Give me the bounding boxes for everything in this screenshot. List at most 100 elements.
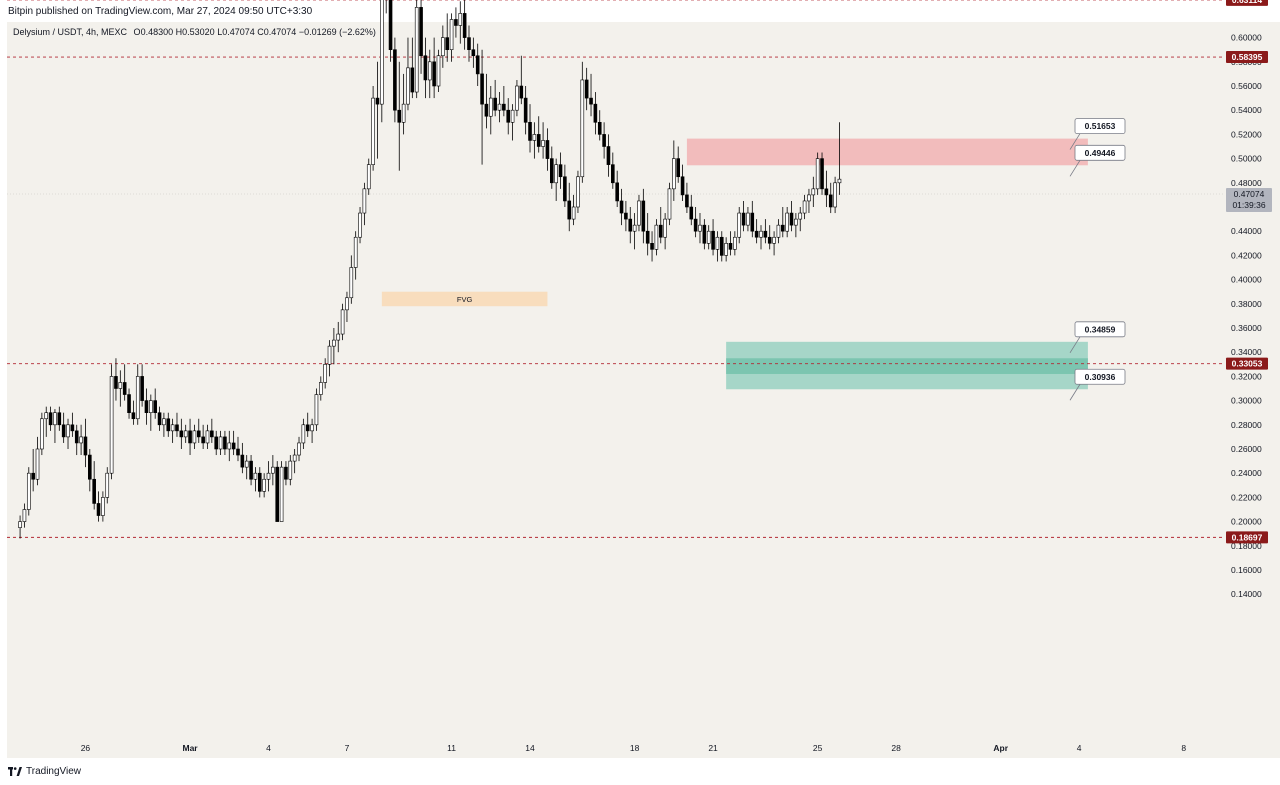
candle-body[interactable] — [336, 333, 341, 341]
candle-body[interactable] — [728, 243, 733, 250]
candle-body[interactable] — [140, 376, 144, 401]
candle-body[interactable] — [493, 97, 497, 111]
candle-body[interactable] — [746, 212, 750, 226]
candle-body[interactable] — [798, 212, 803, 220]
candle-body[interactable] — [35, 448, 40, 480]
candle-body[interactable] — [488, 97, 493, 117]
candle-body[interactable] — [824, 188, 829, 196]
candle-body[interactable] — [480, 73, 484, 105]
candle-body[interactable] — [698, 224, 702, 232]
candle-body[interactable] — [301, 424, 306, 444]
candle-body[interactable] — [92, 478, 96, 504]
candle-body[interactable] — [401, 103, 406, 123]
candle-body[interactable] — [523, 97, 528, 123]
candle-body[interactable] — [754, 230, 759, 238]
candle-body[interactable] — [467, 37, 471, 50]
candle-body[interactable] — [57, 412, 62, 426]
candle-body[interactable] — [706, 230, 711, 244]
candle-body[interactable] — [40, 418, 44, 450]
candle-body[interactable] — [319, 382, 323, 395]
candle-body[interactable] — [689, 206, 694, 220]
candle-body[interactable] — [776, 224, 781, 238]
candle-body[interactable] — [802, 200, 807, 214]
candle-body[interactable] — [380, 0, 384, 105]
candle-body[interactable] — [271, 466, 275, 474]
callout-box[interactable] — [1074, 368, 1126, 385]
candle-body[interactable] — [628, 218, 633, 232]
candle-body[interactable] — [153, 400, 157, 414]
candle-body[interactable] — [750, 212, 755, 232]
candle-body[interactable] — [702, 224, 707, 244]
candle-body[interactable] — [327, 345, 332, 365]
candle-body[interactable] — [815, 158, 820, 190]
candle-body[interactable] — [441, 37, 445, 57]
candle-body[interactable] — [240, 454, 245, 468]
candle-body[interactable] — [96, 503, 101, 516]
candle-body[interactable] — [366, 164, 371, 190]
candle-body[interactable] — [541, 140, 545, 147]
candle-body[interactable] — [305, 424, 310, 432]
candle-body[interactable] — [584, 79, 589, 99]
candle-body[interactable] — [733, 236, 737, 250]
candle-body[interactable] — [785, 212, 789, 232]
candle-body[interactable] — [606, 146, 611, 165]
candle-body[interactable] — [345, 297, 349, 311]
candle-body[interactable] — [715, 236, 720, 250]
candle-body[interactable] — [192, 430, 197, 444]
candle-body[interactable] — [641, 200, 646, 232]
candle-body[interactable] — [397, 109, 402, 123]
candle-body[interactable] — [676, 158, 680, 178]
candle-body[interactable] — [711, 230, 715, 250]
candle-body[interactable] — [632, 224, 637, 232]
candle-body[interactable] — [828, 194, 833, 208]
candle-body[interactable] — [149, 400, 153, 414]
candle-body[interactable] — [506, 109, 511, 123]
candle-body[interactable] — [66, 424, 70, 438]
candle-body[interactable] — [663, 218, 667, 238]
candle-body[interactable] — [567, 200, 572, 220]
candle-body[interactable] — [484, 103, 489, 117]
candle-body[interactable] — [658, 224, 663, 238]
candle-body[interactable] — [611, 164, 615, 184]
callout-box[interactable] — [1074, 144, 1126, 161]
candle-body[interactable] — [257, 472, 262, 492]
candle-body[interactable] — [510, 109, 515, 123]
candle-body[interactable] — [157, 412, 162, 426]
candle-body[interactable] — [83, 436, 88, 456]
candle-body[interactable] — [188, 430, 192, 444]
candle-body[interactable] — [475, 55, 480, 75]
candle-body[interactable] — [297, 442, 301, 456]
candle-body[interactable] — [820, 158, 824, 190]
candle-body[interactable] — [332, 339, 336, 347]
candle-body[interactable] — [70, 424, 75, 432]
candle-body[interactable] — [724, 243, 728, 256]
candle-body[interactable] — [53, 412, 57, 426]
candle-body[interactable] — [693, 218, 698, 232]
candle-body[interactable] — [772, 236, 776, 244]
candle-body[interactable] — [519, 85, 524, 99]
candle-body[interactable] — [789, 212, 794, 226]
candle-body[interactable] — [406, 67, 410, 105]
candle-body[interactable] — [410, 67, 415, 93]
candle-body[interactable] — [22, 509, 27, 522]
candle-body[interactable] — [763, 230, 768, 238]
candle-body[interactable] — [462, 13, 467, 38]
candle-body[interactable] — [292, 454, 297, 462]
candle-body[interactable] — [118, 382, 123, 389]
candle-body[interactable] — [532, 134, 537, 141]
candle-body[interactable] — [419, 7, 423, 57]
candle-body[interactable] — [672, 158, 676, 190]
candle-body[interactable] — [127, 394, 131, 413]
candle-body[interactable] — [314, 394, 319, 426]
candle-body[interactable] — [737, 212, 742, 238]
candle-body[interactable] — [449, 19, 454, 51]
candle-body[interactable] — [105, 472, 110, 498]
callout-box[interactable] — [1074, 118, 1126, 134]
candle-body[interactable] — [183, 430, 188, 438]
candle-body[interactable] — [44, 412, 49, 420]
candle-body[interactable] — [18, 521, 22, 528]
candle-body[interactable] — [811, 188, 816, 196]
candle-body[interactable] — [26, 472, 31, 510]
candle-body[interactable] — [349, 267, 354, 299]
